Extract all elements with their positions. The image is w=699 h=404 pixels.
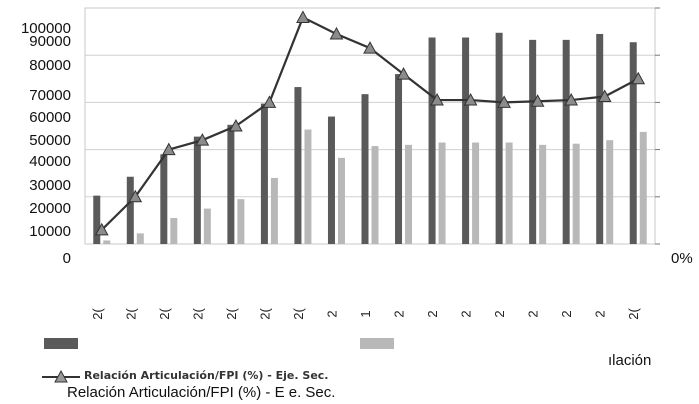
x-tick-label: 2 <box>559 310 574 317</box>
ratio-point <box>363 41 377 54</box>
legend-line-label-duplicate: Relación Articulación/FPI (%) - E e. Sec… <box>67 384 336 401</box>
bars <box>93 32 647 245</box>
ratio-point <box>463 92 478 106</box>
bar-light <box>572 143 580 244</box>
bar-light <box>438 142 446 244</box>
bar-dark <box>327 116 335 244</box>
y-axis-ticks: 1000009000080000700006000050000400003000… <box>21 20 71 267</box>
gridlines <box>84 7 660 245</box>
bar-light <box>639 131 647 244</box>
ratio-point <box>229 118 243 132</box>
legend-line-label: Relación Articulación/FPI (%) - Eje. Sec… <box>84 369 329 382</box>
y-tick-label: 80000 <box>29 57 71 74</box>
ratio-point <box>631 71 646 85</box>
y-tick-label: 0 <box>63 250 71 267</box>
bar-light <box>304 129 312 244</box>
x-tick-label: 2 <box>324 310 339 317</box>
bar-dark <box>361 94 369 244</box>
x-tick-label: 2( <box>257 308 272 320</box>
bar-dark <box>160 154 168 244</box>
legend-swatch-dark <box>44 338 78 349</box>
bar-dark <box>596 33 604 245</box>
bar-dark <box>495 32 503 244</box>
bar-dark <box>562 39 570 244</box>
bar-light <box>203 208 211 244</box>
bar-light <box>505 142 513 244</box>
bar-light <box>170 218 178 244</box>
ratio-point <box>94 222 109 236</box>
bar-dark <box>395 74 403 244</box>
y-tick-label: 10000 <box>29 223 71 240</box>
bar-light <box>371 146 379 244</box>
x-tick-label: 2( <box>90 308 105 320</box>
ratio-point <box>564 92 579 106</box>
bar-dark <box>428 37 436 244</box>
bar-light <box>136 233 144 244</box>
bar-light <box>103 240 111 244</box>
bar-dark <box>529 39 537 244</box>
bar-light <box>337 157 345 244</box>
legend-line-symbol <box>42 370 80 383</box>
x-tick-label: 2( <box>190 308 205 320</box>
y-tick-label: 40000 <box>29 153 71 170</box>
x-tick-label: 2 <box>425 310 440 317</box>
bar-light <box>405 144 413 244</box>
x-tick-label: 2( <box>291 308 306 320</box>
y-tick-label: 20000 <box>29 200 71 217</box>
plot-frame <box>84 7 656 245</box>
bar-dark <box>462 37 470 244</box>
bar-dark <box>260 103 268 244</box>
y-tick-label: 30000 <box>29 177 71 194</box>
ratio-point <box>530 94 545 107</box>
bar-dark <box>227 124 235 244</box>
legend-fragment: ılación <box>608 352 652 369</box>
x-tick-label: 2( <box>626 308 641 320</box>
x-tick-label: 2 <box>526 310 541 317</box>
bar-light <box>606 140 614 244</box>
ratio-point <box>396 67 411 80</box>
x-tick-label: 2 <box>492 310 507 317</box>
legend-swatch-light <box>360 338 394 349</box>
y-tick-label: 60000 <box>29 109 71 126</box>
ratio-point <box>597 89 612 102</box>
y-tick-label: 70000 <box>29 87 71 104</box>
ratio-point <box>128 189 143 203</box>
x-tick-label: 1 <box>358 310 373 317</box>
y-tick-label: 100000 <box>21 20 71 37</box>
x-tick-label: 2( <box>123 308 138 320</box>
x-tick-label: 2 <box>593 310 608 317</box>
ratio-point <box>329 26 344 40</box>
ratio-point <box>262 95 277 108</box>
bar-dark <box>93 195 101 244</box>
bar-light <box>270 177 278 244</box>
ratio-point <box>161 142 176 156</box>
bar-dark <box>193 136 201 244</box>
y-tick-label: 90000 <box>29 33 71 50</box>
bar-light <box>237 199 245 244</box>
bar-dark <box>294 87 302 244</box>
x-tick-label: 2( <box>224 308 239 320</box>
ratio-point <box>430 92 444 106</box>
x-tick-label: 2 <box>459 310 474 317</box>
bar-light <box>472 142 480 244</box>
y-tick-label: 50000 <box>29 132 71 149</box>
ratio-line <box>94 10 646 236</box>
secondary-axis-fragment: 0% <box>671 250 693 267</box>
x-tick-label: 2( <box>157 308 172 320</box>
ratio-point <box>195 133 210 146</box>
bar-light <box>539 144 547 244</box>
bar-dark <box>126 176 134 244</box>
x-axis-ticks: 2( 2( 2( 2( 2( 2( 2( 2 1 2 2 2 2 2 2 2 2( <box>90 308 641 320</box>
x-tick-label: 2 <box>392 310 407 317</box>
ratio-point <box>497 95 511 108</box>
ratio-point <box>296 10 310 23</box>
bar-dark <box>629 42 637 244</box>
